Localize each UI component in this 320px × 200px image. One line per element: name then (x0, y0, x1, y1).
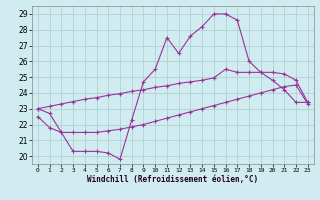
X-axis label: Windchill (Refroidissement éolien,°C): Windchill (Refroidissement éolien,°C) (87, 175, 258, 184)
